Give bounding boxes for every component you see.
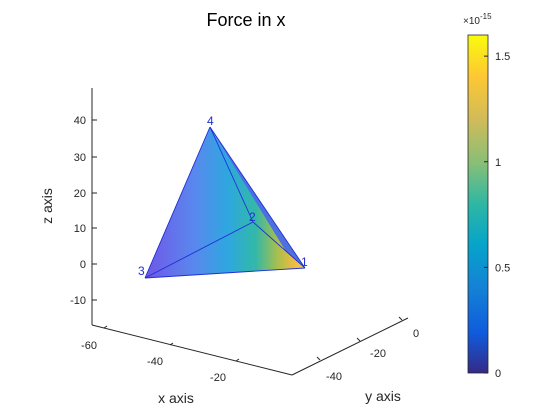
y-tick-label: 0 (413, 328, 419, 340)
node-label-2: 2 (249, 210, 256, 224)
node-label-3: 3 (138, 264, 145, 278)
tetrahedron-edges (144, 126, 306, 279)
colorbar-gradient (467, 34, 489, 374)
z-tick-label: 0 (80, 259, 86, 271)
colorbar-ticks: 1.5 1 0.5 0 (484, 51, 510, 380)
x-tick-label: -20 (210, 372, 226, 384)
z-tick-label: 20 (74, 188, 86, 200)
edge-2-1 (252, 221, 306, 269)
colorbar-tick-label: 1 (495, 157, 501, 169)
colorbar-tick-label: 1.5 (495, 51, 510, 63)
z-ticks: 40 30 20 10 0 -10 (70, 115, 97, 307)
edge-4-2 (209, 126, 254, 223)
chart-title: Force in x (206, 10, 285, 30)
y-ticks: -40 -20 0 (316, 316, 419, 383)
x-axis-line (91, 324, 293, 376)
z-axis-label: z axis (39, 188, 55, 224)
z-tick-label: 10 (74, 223, 86, 235)
colorbar-tick-label: 0.5 (495, 262, 510, 274)
y-tick-mark (316, 356, 321, 361)
node-label-4: 4 (207, 114, 214, 128)
edge-3-1 (144, 267, 306, 279)
face-front (145, 127, 305, 278)
y-tick-label: -20 (370, 348, 386, 360)
colorbar-tick-label: 0 (495, 368, 501, 380)
colorbar-exponent: ×10-15 (463, 12, 492, 27)
edge-4-3 (144, 126, 211, 279)
x-tick-mark (169, 342, 174, 346)
x-tick-mark (235, 358, 240, 362)
x-tick-label: -60 (81, 340, 97, 352)
y-axis-label: y axis (365, 388, 401, 404)
y-axis-line (291, 317, 409, 376)
x-axis-label: x axis (158, 390, 194, 406)
x-tick-label: -40 (147, 356, 163, 368)
colorbar-exponent-power: -15 (480, 12, 492, 21)
node-label-1: 1 (301, 255, 308, 269)
y-tick-mark (398, 316, 403, 321)
z-tick-label: -10 (70, 295, 86, 307)
colorbar: 1.5 1 0.5 0 ×10-15 (463, 12, 510, 380)
colorbar-exponent-base: ×10 (463, 16, 480, 27)
x-tick-mark (103, 325, 108, 329)
y-tick-label: -40 (326, 371, 342, 383)
z-tick-label: 30 (74, 152, 86, 164)
y-tick-mark (356, 337, 361, 342)
edge-4-1 (209, 126, 306, 269)
z-tick-label: 40 (74, 115, 86, 127)
edge-3-2 (144, 221, 254, 279)
x-ticks: -60 -40 -20 (81, 325, 240, 384)
